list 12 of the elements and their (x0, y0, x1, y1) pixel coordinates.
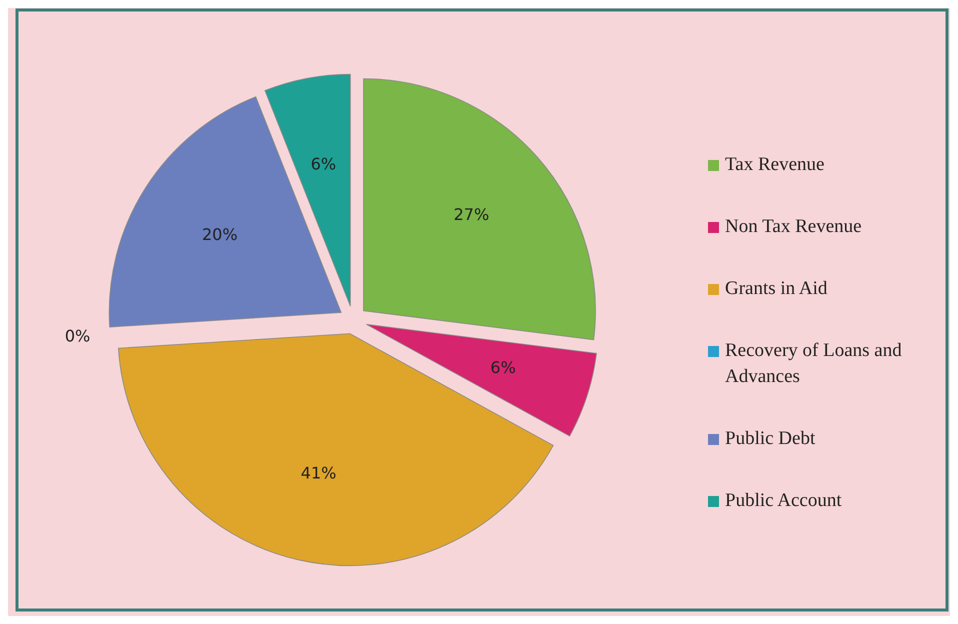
legend-label: Tax Revenue (725, 154, 824, 176)
data-label: 27% (454, 204, 490, 224)
legend-label: Public Debt (725, 428, 816, 450)
data-label: 41% (300, 463, 336, 482)
legend-label: Public Account (725, 490, 842, 512)
legend-label: Recovery of Loans and Advances (725, 340, 902, 388)
data-label: 6% (310, 154, 336, 174)
data-label: 20% (202, 224, 238, 244)
legend-label: Non Tax Revenue (725, 216, 862, 238)
text: 0% (64, 326, 90, 346)
data-label: 6% (490, 358, 516, 378)
legend-label: Grants in Aid (725, 278, 828, 300)
